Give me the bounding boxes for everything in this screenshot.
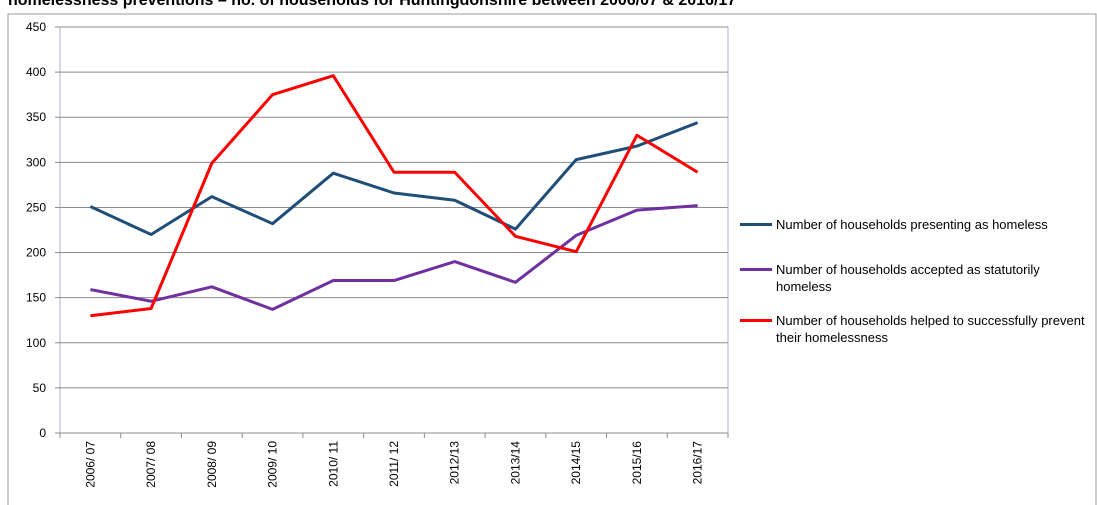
x-tick-label: 2008/ 09 [205,441,219,488]
y-tick-label: 150 [26,291,46,305]
x-tick-label: 2010/ 11 [326,441,340,487]
legend-label: Number of households helped to successfu… [776,313,1085,345]
x-tick-label: 2014/15 [569,441,583,485]
legend-swatch [740,223,772,226]
y-tick-label: 250 [26,200,46,214]
x-tick-label: 2015/16 [630,441,644,485]
y-tick-label: 0 [39,426,46,440]
legend-item: Number of households accepted as statuto… [740,261,1096,295]
legend-swatch [740,268,772,271]
x-tick-label: 2007/ 08 [144,441,158,488]
chart-title: homelessness preventions – no. of househ… [8,0,737,9]
y-tick-label: 50 [33,381,47,395]
y-tick-label: 200 [26,246,46,260]
series-line [90,204,698,311]
legend-swatch [740,319,772,322]
y-tick-label: 350 [26,110,46,124]
y-tick-label: 100 [26,336,46,350]
legend-item: Number of households helped to successfu… [740,312,1096,346]
legend-label: Number of households presenting as homel… [776,217,1048,232]
y-tick-label: 300 [26,155,46,169]
x-tick-label: 2009/ 10 [266,441,280,488]
x-tick-label: 2011/ 12 [387,441,401,487]
legend-label: Number of households accepted as statuto… [776,262,1040,294]
y-tick-label: 450 [26,20,46,34]
x-tick-label: 2006/ 07 [83,441,97,488]
y-tick-label: 400 [26,65,46,79]
x-tick-label: 2016/17 [691,441,705,485]
series-line [90,74,699,318]
x-tick-label: 2013/14 [508,441,522,485]
legend-item: Number of households presenting as homel… [740,216,1096,233]
series-line [89,121,699,237]
x-tick-label: 2012/13 [448,441,462,485]
chart-frame [7,13,1097,505]
